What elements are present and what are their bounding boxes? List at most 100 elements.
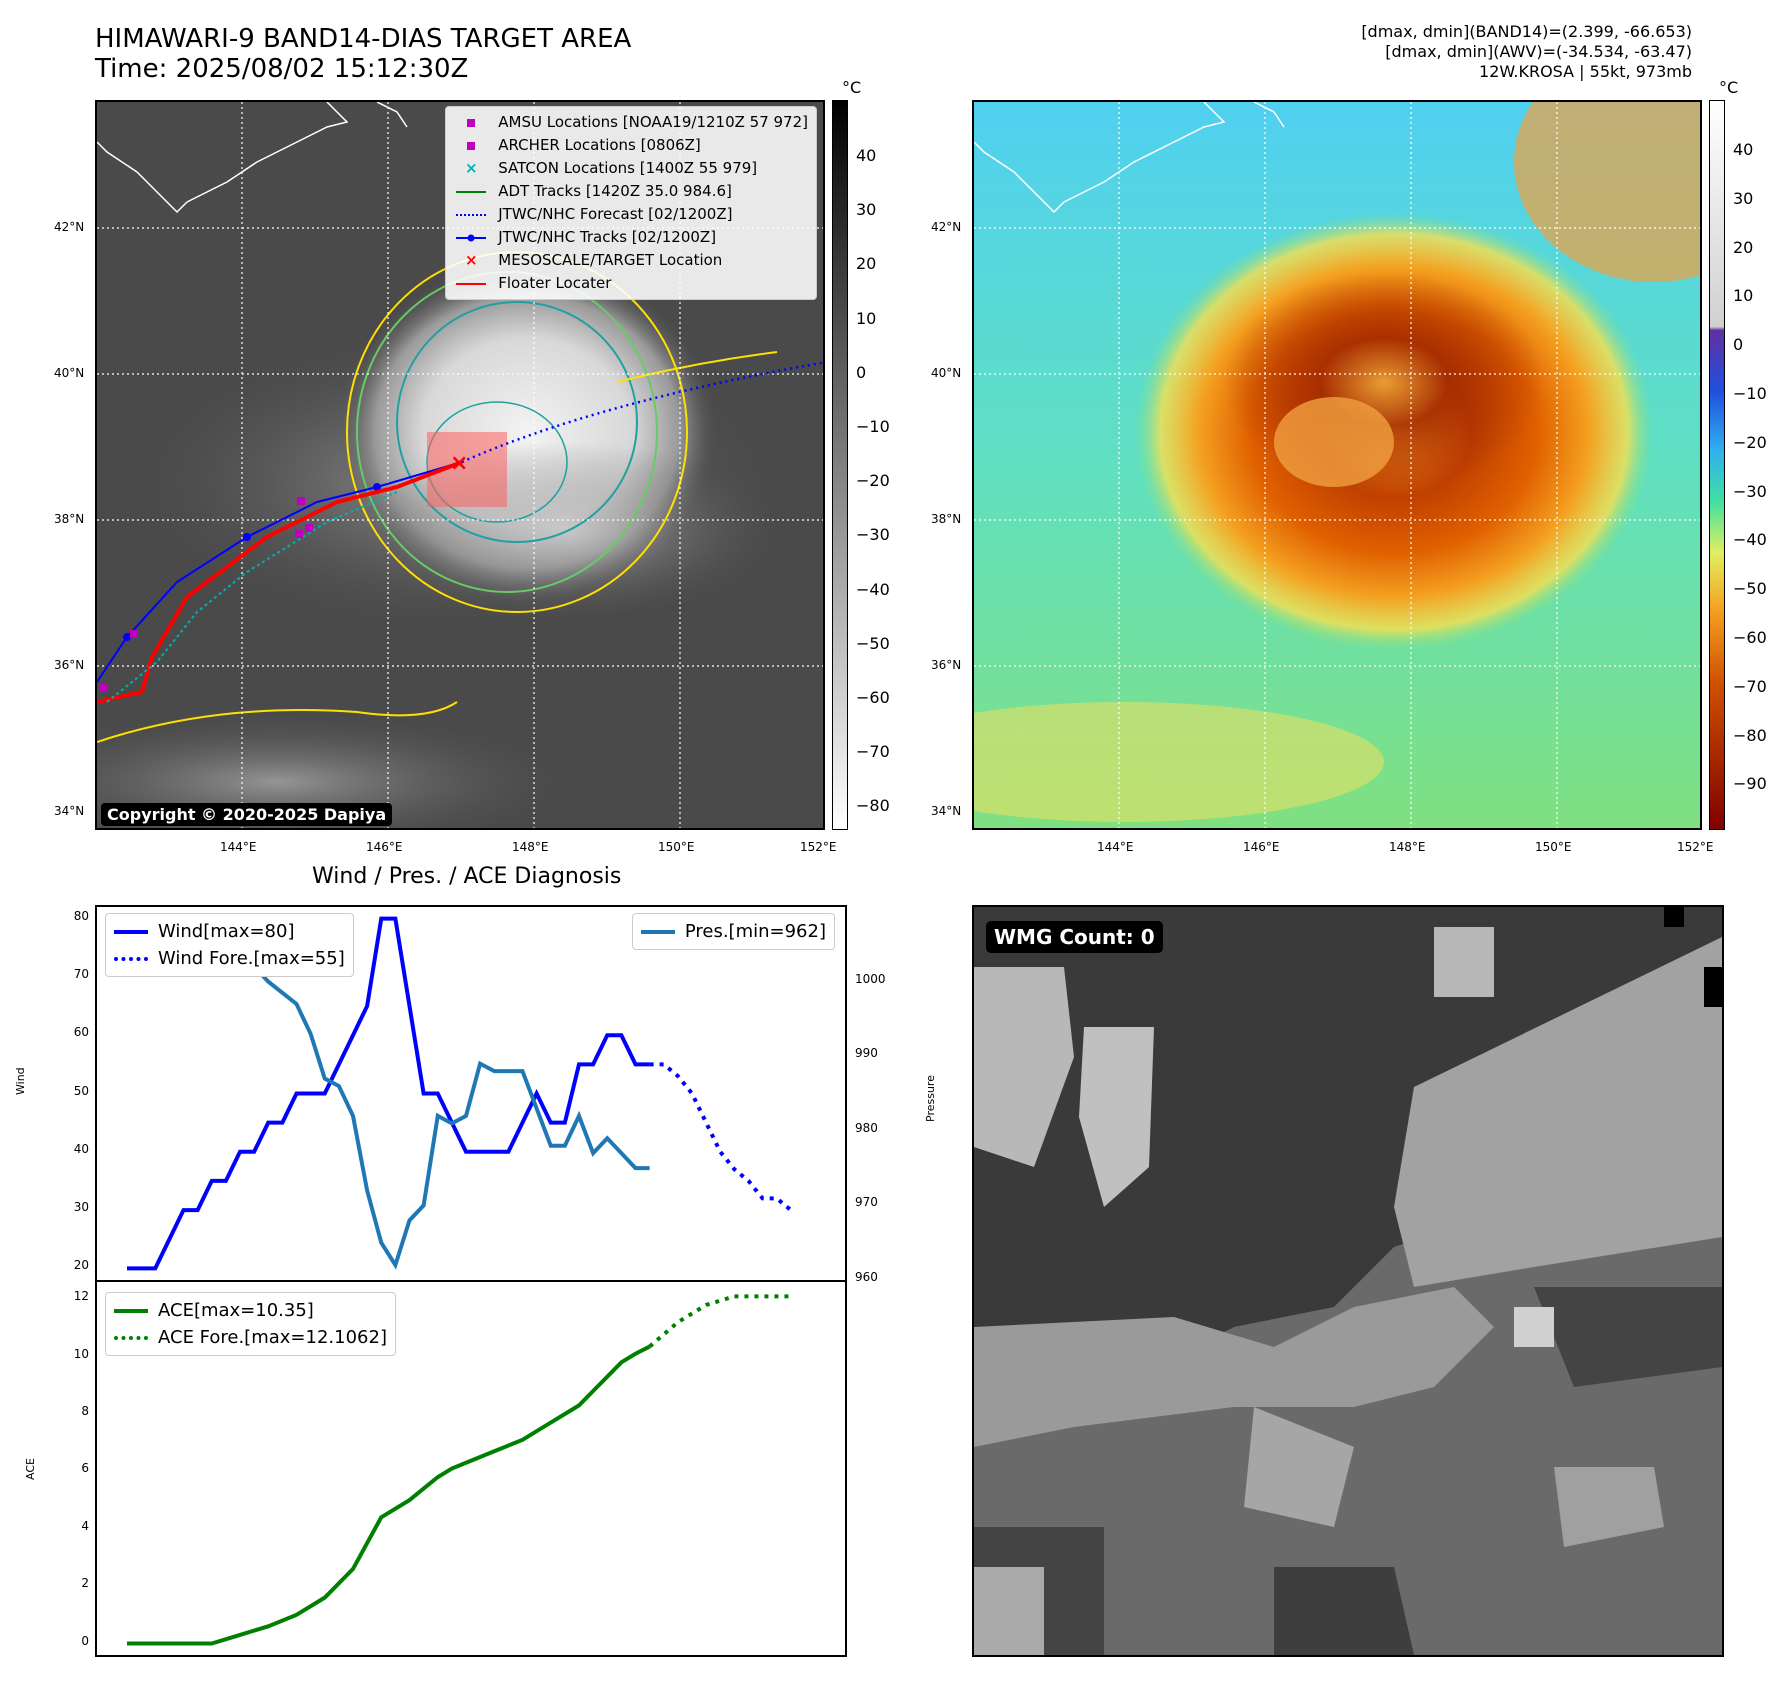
left-colorbar-tick: 10 <box>856 308 877 328</box>
series-line <box>127 1344 651 1646</box>
diagnosis-title: Wind / Pres. / ACE Diagnosis <box>312 864 622 889</box>
legend-wind-forecast: Wind Fore.[max=55] <box>114 945 345 972</box>
right-colorbar-tick: 10 <box>1733 286 1754 306</box>
left-colorbar-tick: −30 <box>856 525 890 545</box>
lat-label-38: 38°N <box>54 512 85 526</box>
right-colorbar-tick: −40 <box>1733 530 1767 550</box>
right-lon-label-148: 148°E <box>1389 840 1426 854</box>
legend-ace-forecast: ACE Fore.[max=12.1062] <box>114 1324 387 1351</box>
awv-map <box>972 100 1702 830</box>
wind-tick: 80 <box>73 908 89 923</box>
lat-label-42: 42°N <box>54 220 85 234</box>
map-legend: AMSU Locations [NOAA19/1210Z 57 972] ARC… <box>445 106 817 300</box>
wind-tick: 50 <box>73 1083 89 1098</box>
right-colorbar-unit: °C <box>1719 78 1739 97</box>
right-lon-label-150: 150°E <box>1535 840 1572 854</box>
legend-amsu: AMSU Locations [NOAA19/1210Z 57 972] <box>454 111 808 134</box>
legend-adt: ADT Tracks [1420Z 35.0 984.6] <box>454 180 808 203</box>
right-lat-label-38: 38°N <box>931 512 962 526</box>
right-lat-label-36: 36°N <box>931 658 962 672</box>
copyright-label: Copyright © 2020-2025 Dapiya <box>101 803 393 826</box>
right-colorbar-tick: −60 <box>1733 628 1767 647</box>
legend-pressure: Pres.[min=962] <box>640 918 826 945</box>
legend-jtwc-tracks: JTWC/NHC Tracks [02/1200Z] <box>454 226 808 249</box>
legend-wind: Wind[max=80] <box>114 918 345 945</box>
right-colorbar-tick: −10 <box>1733 384 1767 403</box>
awv-range: [dmax, dmin](AWV)=(-34.534, -63.47) <box>1385 42 1692 61</box>
title-line-1: HIMAWARI-9 BAND14-DIAS TARGET AREA <box>95 24 632 54</box>
lon-label-144: 144°E <box>220 840 257 854</box>
left-colorbar <box>832 100 848 830</box>
legend-floater: Floater Locater <box>454 272 808 295</box>
series-line <box>648 1294 791 1349</box>
series-line <box>155 919 650 1270</box>
right-colorbar-tick: −70 <box>1733 676 1767 696</box>
lon-label-148: 148°E <box>512 840 549 854</box>
right-colorbar-tick: −90 <box>1733 774 1767 794</box>
ace-tick: 2 <box>81 1576 89 1591</box>
pressure-legend: Pres.[min=962] <box>631 913 835 950</box>
ace-tick: 8 <box>81 1403 89 1418</box>
wind-tick: 60 <box>73 1025 89 1040</box>
title-line-2: Time: 2025/08/02 15:12:30Z <box>95 54 469 84</box>
left-colorbar-tick: 40 <box>856 146 877 165</box>
ace-tick: 0 <box>81 1633 89 1648</box>
right-colorbar-tick: −50 <box>1733 579 1767 599</box>
right-lat-label-40: 40°N <box>931 366 962 380</box>
wind-tick: 30 <box>73 1200 89 1215</box>
left-colorbar-tick: 30 <box>856 200 877 220</box>
storm-name-intensity: 12W.KROSA | 55kt, 973mb <box>1479 62 1692 81</box>
pressure-axis-label: Pressure <box>924 1075 937 1122</box>
right-colorbar-tick: −30 <box>1733 481 1767 501</box>
ace-axis-label: ACE <box>24 1458 37 1480</box>
right-colorbar-tick: 20 <box>1733 237 1754 257</box>
pressure-tick: 970 <box>855 1195 878 1210</box>
legend-target: × MESOSCALE/TARGET Location <box>464 251 723 269</box>
ace-tick: 6 <box>81 1461 89 1476</box>
lon-label-146: 146°E <box>366 840 403 854</box>
right-colorbar-tick: 0 <box>1733 335 1744 355</box>
storm-info: [dmax, dmin](BAND14)=(2.399, -66.653) [d… <box>1361 22 1692 82</box>
lat-label-34: 34°N <box>54 804 85 818</box>
ace-tick: 10 <box>73 1346 89 1361</box>
pressure-tick: 960 <box>855 1270 878 1284</box>
right-colorbar-tick: 30 <box>1733 188 1754 208</box>
band14-range: [dmax, dmin](BAND14)=(2.399, -66.653) <box>1361 22 1692 41</box>
legend-satcon: × SATCON Locations [1400Z 55 979] <box>464 159 758 177</box>
left-colorbar-tick: −60 <box>856 688 890 707</box>
right-lon-label-144: 144°E <box>1097 840 1134 854</box>
left-colorbar-tick: 0 <box>856 362 867 382</box>
wind-tick: 20 <box>73 1258 89 1273</box>
right-colorbar <box>1709 100 1725 830</box>
right-colorbar-tick: −20 <box>1733 432 1767 452</box>
left-colorbar-tick: −20 <box>856 471 890 491</box>
ace-plot: ACE[max=10.35] ACE Fore.[max=12.1062] <box>95 1280 847 1657</box>
ace-tick: 4 <box>81 1518 89 1533</box>
pressure-tick: 990 <box>855 1046 878 1061</box>
right-lon-label-152: 152°E <box>1677 840 1714 854</box>
wind-axis-label: Wind <box>14 1067 27 1095</box>
right-colorbar-tick: 40 <box>1733 140 1754 159</box>
lat-label-36: 36°N <box>54 658 85 672</box>
pressure-tick: 980 <box>855 1120 878 1135</box>
ace-legend: ACE[max=10.35] ACE Fore.[max=12.1062] <box>105 1292 396 1356</box>
left-colorbar-tick: −10 <box>856 417 890 436</box>
legend-ace: ACE[max=10.35] <box>114 1297 387 1324</box>
wind-tick: 70 <box>73 966 89 981</box>
ace-tick: 12 <box>73 1289 89 1304</box>
series-line <box>127 916 650 1271</box>
left-colorbar-tick: −40 <box>856 579 890 599</box>
svg-text:×: × <box>450 451 468 476</box>
wmg-panel: WMG Count: 0 <box>972 905 1724 1657</box>
left-colorbar-unit: °C <box>842 78 862 97</box>
lat-label-40: 40°N <box>54 366 85 380</box>
series-line <box>649 1062 793 1212</box>
lon-label-150: 150°E <box>658 840 695 854</box>
figure-title: HIMAWARI-9 BAND14-DIAS TARGET AREA Time:… <box>95 24 631 84</box>
right-lat-label-42: 42°N <box>931 220 962 234</box>
right-colorbar-tick: −80 <box>1733 725 1767 745</box>
lon-label-152: 152°E <box>800 840 837 854</box>
band14-map: × AMSU Locations [NOAA19/1210Z 57 972] A… <box>95 100 825 830</box>
wind-pressure-plot: Wind[max=80] Wind Fore.[max=55] Pres.[mi… <box>95 905 847 1282</box>
right-lon-label-146: 146°E <box>1243 840 1280 854</box>
